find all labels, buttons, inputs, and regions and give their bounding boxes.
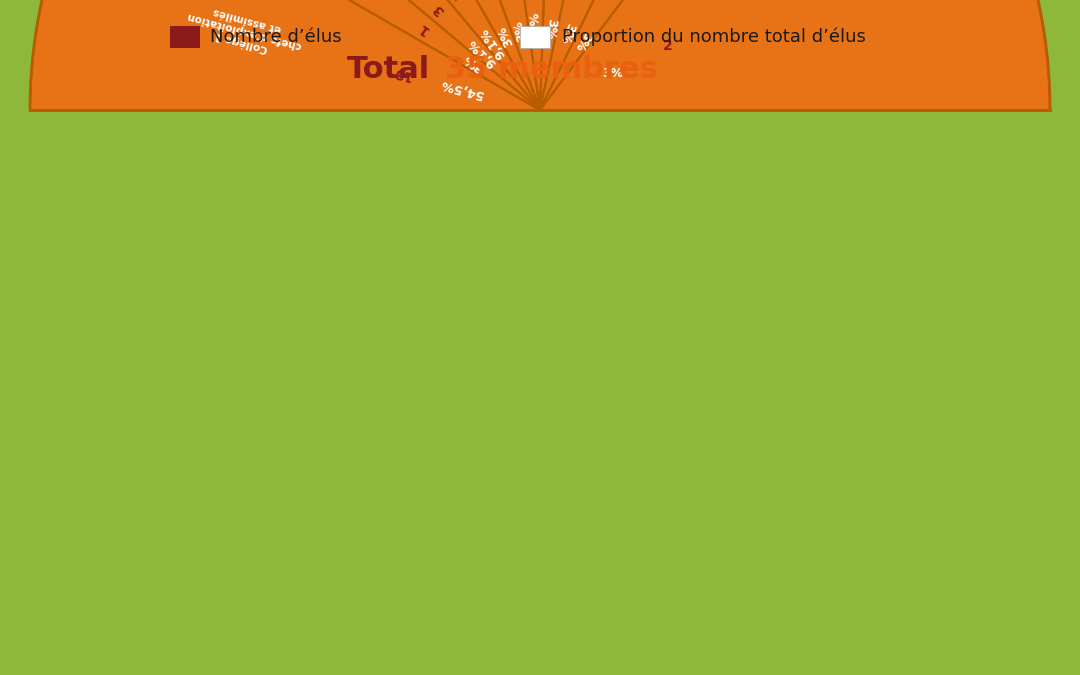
- Wedge shape: [469, 0, 557, 110]
- Text: Collège 1
chefs d’exploitation
et assimilés: Collège 1 chefs d’exploitation et assimi…: [184, 0, 306, 62]
- Text: 54,5%: 54,5%: [438, 77, 484, 101]
- Wedge shape: [285, 0, 540, 110]
- Text: Nombre d’élus: Nombre d’élus: [210, 28, 341, 46]
- Text: 3%: 3%: [557, 21, 576, 45]
- Text: 3%: 3%: [571, 28, 594, 53]
- Text: 3%: 3%: [512, 19, 529, 43]
- Text: 9,1%: 9,1%: [465, 36, 499, 69]
- Wedge shape: [540, 0, 847, 110]
- Text: 18: 18: [391, 63, 414, 82]
- Wedge shape: [212, 0, 540, 110]
- Text: 35 membres: 35 membres: [445, 55, 658, 84]
- Text: 3%: 3%: [603, 67, 623, 80]
- Wedge shape: [149, 0, 540, 110]
- Wedge shape: [30, 0, 540, 110]
- Wedge shape: [98, 0, 540, 110]
- Text: Total: Total: [347, 55, 430, 84]
- Text: 3: 3: [431, 1, 447, 18]
- Text: 9,1%: 9,1%: [528, 11, 543, 46]
- Text: 9,1%: 9,1%: [478, 25, 509, 61]
- Text: 2: 2: [663, 39, 673, 53]
- Bar: [519, 26, 550, 48]
- Wedge shape: [365, 0, 540, 110]
- Wedge shape: [540, 0, 1050, 110]
- Text: Proportion du nombre total d’élus: Proportion du nombre total d’élus: [562, 28, 866, 47]
- Bar: [170, 26, 200, 48]
- Text: 3%: 3%: [461, 52, 486, 74]
- Wedge shape: [540, 0, 764, 110]
- Text: 3%: 3%: [542, 18, 557, 40]
- Text: 3%: 3%: [495, 24, 516, 49]
- Text: 1: 1: [415, 20, 431, 36]
- Text: 3: 3: [449, 0, 467, 1]
- Wedge shape: [540, 0, 646, 110]
